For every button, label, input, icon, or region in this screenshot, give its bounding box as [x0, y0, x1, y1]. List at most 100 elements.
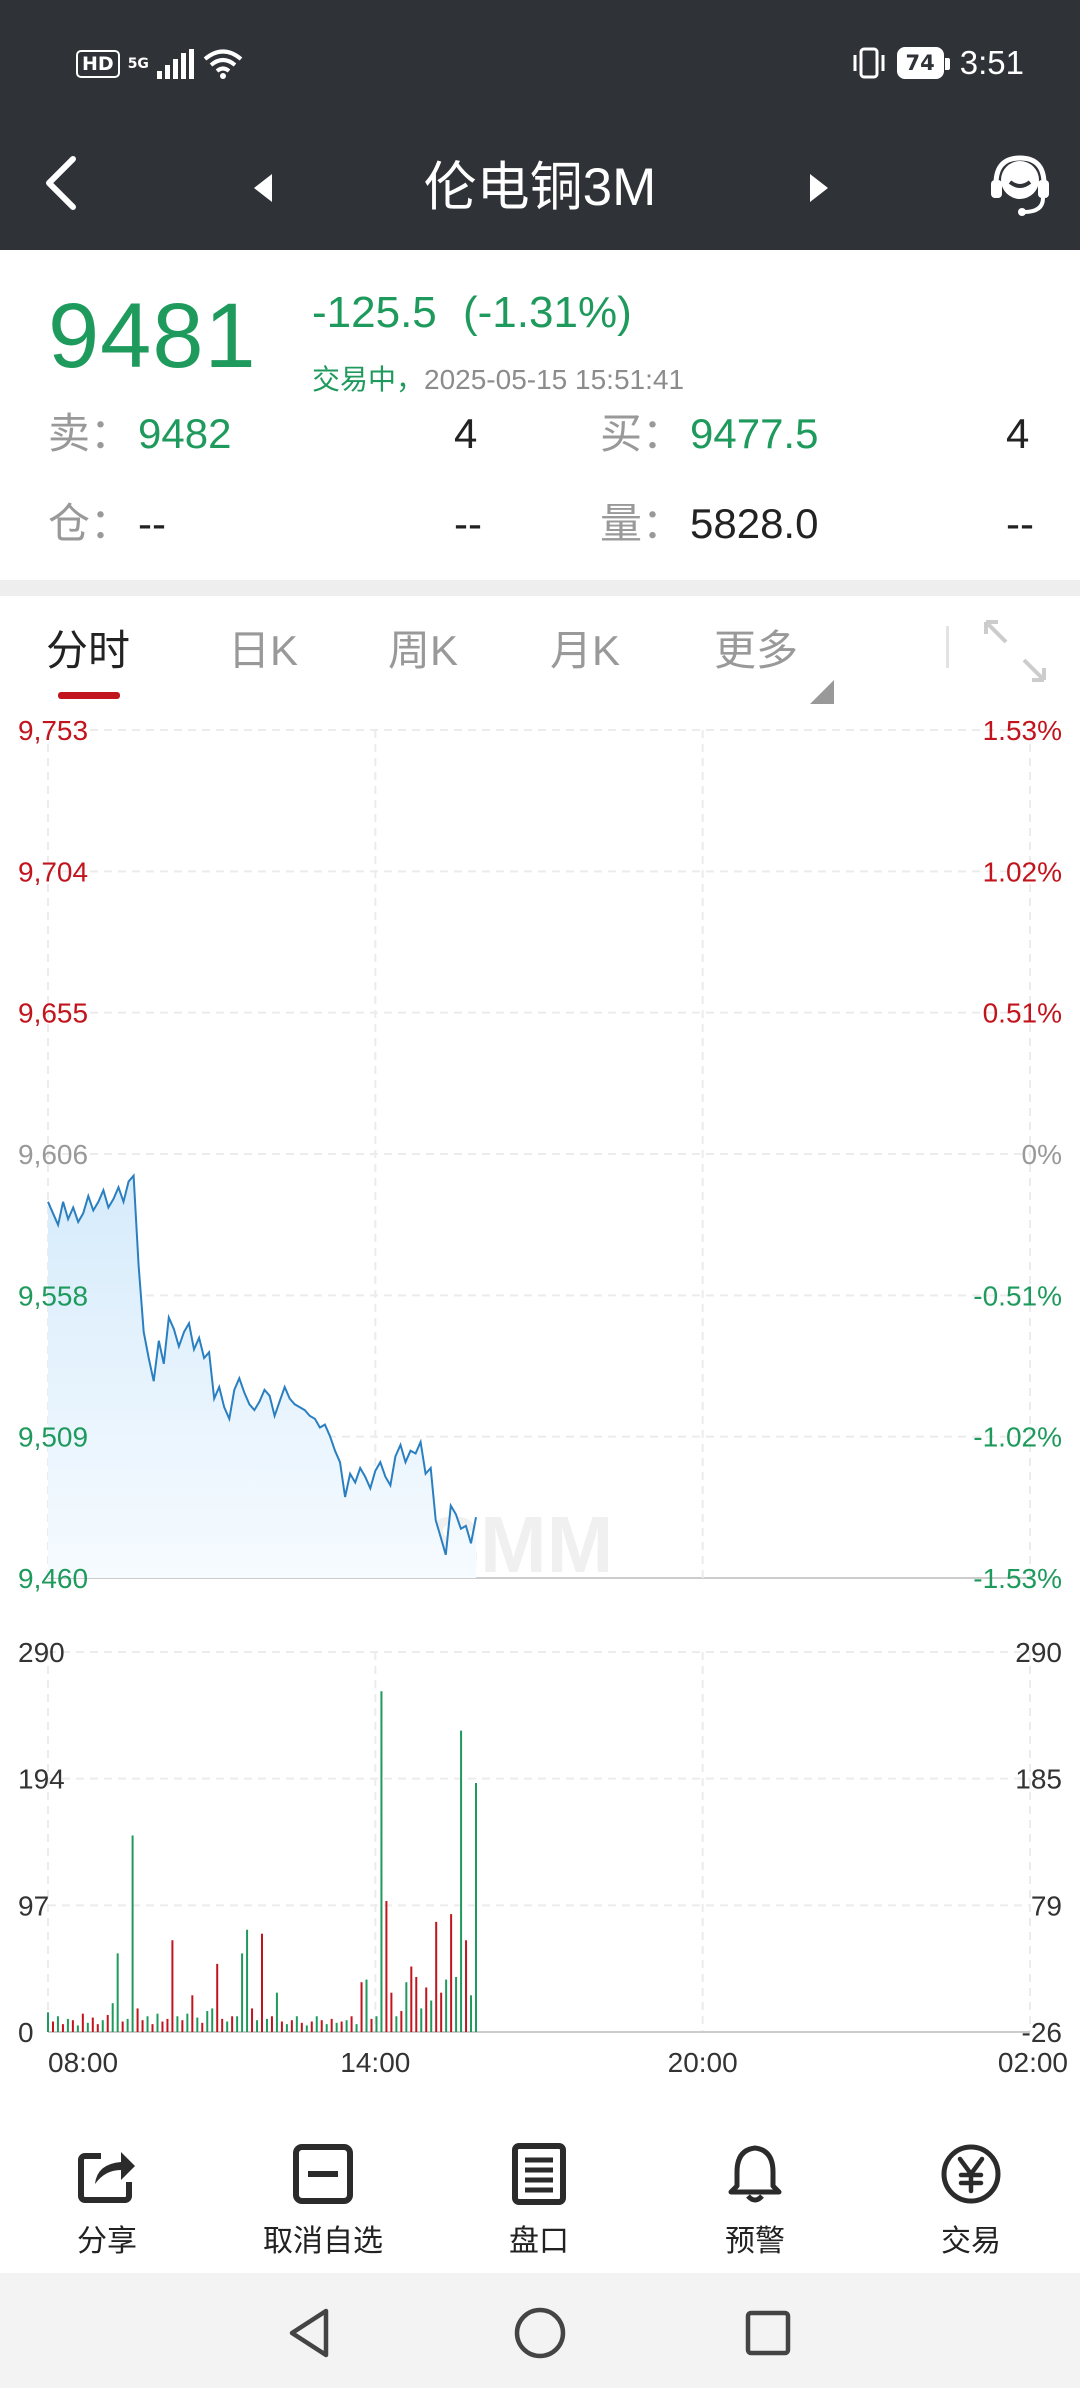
percent-axis-label: -0.51% — [973, 1280, 1062, 1311]
price-line — [47, 1173, 477, 1556]
order-book-icon — [512, 2143, 566, 2205]
volume-axis-label-right: 79 — [1031, 1890, 1062, 1921]
sell-label: 卖： — [48, 410, 133, 457]
section-divider — [0, 580, 1080, 596]
share-button[interactable]: 分享 — [22, 2118, 192, 2273]
oi-volume-row: 仓： -- -- 量： 5828.0 -- — [0, 494, 1080, 554]
buy-price: 9477.5 — [690, 410, 819, 457]
alert-bell-icon — [728, 2145, 782, 2203]
time-axis-label: 14:00 — [340, 2047, 410, 2078]
share-label: 分享 — [77, 2225, 137, 2258]
order-book-button[interactable]: 盘口 — [454, 2118, 624, 2273]
signal-icon — [156, 49, 194, 79]
volume-axis-label-left: 290 — [18, 1637, 65, 1668]
status-text: 交易中， — [312, 364, 425, 395]
fullscreen-icon — [984, 620, 1046, 682]
time-axis-label: 02:00 — [998, 2047, 1068, 2078]
sell-price: 9482 — [138, 410, 232, 457]
tab-separator — [946, 626, 949, 668]
percent-axis-label: 0.51% — [983, 998, 1062, 1029]
clock: 3:51 — [959, 44, 1024, 81]
vibrate-icon — [853, 47, 885, 79]
price-axis-label: 9,753 — [18, 715, 88, 746]
oi-label: 仓： — [48, 500, 133, 547]
trade-yuan-icon — [941, 2144, 1001, 2204]
change-value: -125.5 — [312, 288, 437, 337]
trade-button[interactable]: 交易 — [886, 2118, 1056, 2273]
volume-axis-label-left: 194 — [18, 1764, 65, 1795]
percent-axis-label: -1.53% — [973, 1563, 1062, 1594]
active-tab-indicator — [58, 692, 120, 699]
tab-intraday[interactable]: 分时 — [46, 627, 131, 674]
volume-axis-label-right: -26 — [1022, 2017, 1062, 2048]
price-axis-label: 9,460 — [18, 1563, 88, 1594]
battery-level: 74 — [905, 51, 935, 75]
nav-recents-button[interactable] — [728, 2293, 808, 2373]
percent-axis-label: -1.02% — [973, 1422, 1062, 1453]
quote-datetime: 2025-05-15 15:51:41 — [424, 364, 685, 395]
customer-service-button[interactable] — [980, 144, 1060, 228]
share-icon — [78, 2152, 135, 2203]
trade-label: 交易 — [941, 2225, 1001, 2258]
nav-home-icon — [514, 2307, 566, 2359]
tab-more[interactable]: 更多 — [714, 627, 799, 674]
percent-axis-label: 0% — [1022, 1139, 1062, 1170]
remove-watchlist-button[interactable]: 取消自选 — [238, 2118, 408, 2273]
customer-service-icon — [991, 155, 1049, 216]
status-bar: HD 5G 74 3:51 — [0, 0, 1080, 130]
last-price: 9481 — [48, 285, 257, 387]
time-axis-label: 08:00 — [48, 2047, 118, 2078]
alert-button[interactable]: 预警 — [670, 2118, 840, 2273]
price-change: -125.5 (-1.31%) — [312, 288, 632, 338]
change-percent: (-1.31%) — [463, 288, 632, 337]
buy-label: 买： — [600, 410, 685, 457]
back-icon — [46, 156, 76, 210]
fullscreen-button[interactable] — [980, 616, 1050, 686]
volume-value: 5828.0 — [690, 500, 819, 547]
alert-label: 预警 — [725, 2225, 785, 2258]
next-contract-button[interactable] — [794, 158, 844, 218]
next-icon — [810, 174, 828, 202]
remove-watchlist-icon — [293, 2144, 353, 2204]
back-button[interactable] — [26, 148, 96, 218]
system-nav-bar — [0, 2273, 1080, 2388]
price-area-fill — [48, 1175, 476, 1578]
volume-change: -- — [1006, 500, 1034, 547]
prev-icon — [254, 174, 272, 202]
previous-contract-button[interactable] — [238, 158, 288, 218]
tab-monthly-k[interactable]: 月K — [550, 627, 621, 674]
tab-weekly-k[interactable]: 周K — [388, 627, 459, 674]
volume-axis-label-left: 97 — [18, 1890, 49, 1921]
battery-icon: 74 — [896, 47, 951, 79]
volume-label: 量： — [600, 500, 685, 547]
tab-daily-k[interactable]: 日K — [228, 627, 299, 674]
order-book-label: 盘口 — [509, 2225, 569, 2258]
wifi-icon — [203, 49, 243, 79]
status-right: 74 3:51 — [851, 38, 1024, 88]
network-type: 5G — [127, 56, 149, 72]
bottom-toolbar: 分享 取消自选 盘口 预警 交易 — [0, 2118, 1080, 2273]
status-left: HD 5G — [76, 44, 243, 84]
page-title: 伦电铜3M — [423, 158, 657, 217]
sell-qty: 4 — [454, 410, 478, 457]
title-bar: 伦电铜3M — [0, 130, 1080, 250]
nav-back-icon — [289, 2308, 329, 2358]
price-axis-label: 9,655 — [18, 998, 88, 1029]
sell-buy-row: 卖： 9482 4 买： 9477.5 4 — [0, 404, 1080, 464]
remove-watchlist-label: 取消自选 — [263, 2225, 383, 2258]
price-axis-label: 9,704 — [18, 856, 88, 887]
nav-home-button[interactable] — [500, 2293, 580, 2373]
price-axis-label: 9,558 — [18, 1280, 88, 1311]
nav-recents-icon — [745, 2310, 791, 2356]
volume-axis-label-right: 290 — [1015, 1637, 1062, 1668]
oi-value: -- — [138, 500, 166, 547]
more-dropdown-icon — [810, 680, 834, 704]
chart-tabs: 分时 日K 周K 月K 更多 — [0, 596, 1080, 706]
time-axis-label: 20:00 — [668, 2047, 738, 2078]
nav-back-button[interactable] — [270, 2293, 350, 2373]
percent-axis-label: 1.02% — [983, 856, 1062, 887]
hd-badge: HD — [76, 50, 120, 78]
price-axis-label: 9,509 — [18, 1422, 88, 1453]
